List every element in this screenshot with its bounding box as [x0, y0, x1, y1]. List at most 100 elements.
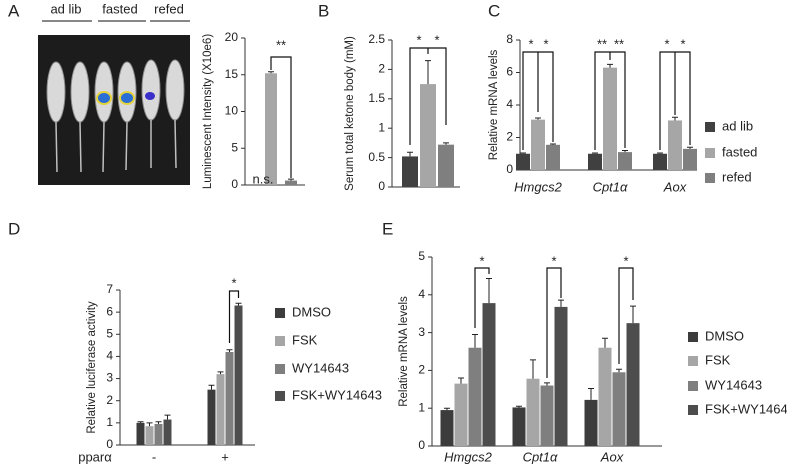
y-tick-label: 4: [506, 97, 513, 111]
error-bar: [217, 371, 224, 375]
annotation: **: [597, 36, 607, 51]
annotation: n.s.: [253, 171, 274, 186]
bar: [554, 306, 568, 446]
error-bar: [630, 305, 636, 324]
error-bar: [657, 152, 663, 154]
error-bar: [472, 333, 478, 348]
legend-label: DMSO: [292, 304, 331, 319]
y-tick-label: 4: [106, 349, 113, 363]
legend-swatch: [275, 336, 285, 346]
legend-label: refed: [722, 169, 752, 184]
legend-label: DMSO: [705, 328, 744, 343]
y-tick-label: 4: [418, 287, 425, 301]
y-tick-label: 2: [418, 363, 425, 377]
y-tick-label: 0: [506, 162, 513, 176]
bar: [285, 180, 297, 185]
error-bar: [288, 178, 294, 181]
error-bar: [592, 152, 598, 154]
error-bar: [558, 299, 564, 307]
error-bar: [550, 143, 556, 145]
x-tick-label: -: [152, 449, 156, 464]
error-bar: [425, 60, 431, 85]
bar: [440, 410, 454, 446]
x-tick-label: +: [221, 449, 229, 464]
panel: E Relative mRNA levels 0 1 2 3 4 5 Hmgcs2 Cpt1α Ao…: [382, 219, 787, 464]
y-tick-label: 8: [506, 32, 513, 46]
bar: [216, 374, 225, 445]
annotation: *: [680, 36, 685, 51]
annotation: *: [623, 253, 628, 268]
y-tick-label: 5: [231, 140, 238, 154]
significance-bracket: [594, 51, 626, 150]
y-tick-label: 6: [506, 65, 513, 79]
annotation: *: [528, 36, 533, 51]
y-tick-label: 5: [418, 249, 425, 263]
significance-bracket: [546, 267, 562, 378]
bar: [402, 156, 418, 187]
legend-swatch: [275, 308, 285, 318]
error-bar: [137, 421, 144, 423]
annotation: *: [664, 36, 669, 51]
error-bar: [588, 388, 594, 400]
legend-label: ad lib: [722, 118, 753, 133]
annotation: **: [614, 36, 624, 51]
bar: [163, 419, 172, 445]
panel: B Serum total ketone body (mM) 0 0.5 1 1.5 2 2.…: [318, 1, 460, 193]
bar: [603, 67, 617, 170]
legend-swatch: [688, 405, 698, 415]
error-bar: [407, 151, 413, 157]
bar: [626, 323, 640, 446]
bar: [136, 422, 145, 445]
annotation: *: [416, 32, 421, 47]
legend-swatch: [705, 122, 715, 132]
panel-letter: E: [382, 219, 393, 238]
significance-bracket: [409, 47, 447, 145]
legend-swatch: [275, 391, 285, 401]
y-tick-label: 3: [418, 325, 425, 339]
legend-label: fasted: [722, 144, 757, 159]
error-bar: [607, 63, 613, 68]
x-tick-label: Hmgcs2: [444, 449, 492, 464]
error-bar: [226, 349, 233, 352]
bar: [454, 383, 468, 446]
annotation: *: [543, 36, 548, 51]
image-label: fasted: [102, 1, 137, 16]
annotation: *: [479, 253, 484, 268]
legend-swatch: [688, 356, 698, 366]
panel-letter: C: [488, 1, 500, 20]
legend-label: FSK: [705, 352, 731, 367]
error-bar: [146, 422, 153, 427]
x-tick-label: Cpt1α: [593, 179, 628, 194]
bar: [531, 119, 545, 170]
legend-label: FSK+WY14643: [292, 387, 382, 402]
bar: [612, 372, 626, 446]
error-bar: [208, 384, 215, 390]
legend-label: WY14643: [292, 360, 349, 375]
y-tick-label: 0: [106, 437, 113, 451]
y-axis-label: Relative mRNA levels: [398, 296, 410, 407]
y-tick-label: 10: [225, 104, 239, 118]
annotation: *: [231, 275, 236, 290]
error-bar: [520, 152, 526, 154]
y-tick-label: 5: [106, 326, 113, 340]
bar: [468, 347, 482, 446]
bar: [653, 153, 667, 170]
x-tick-label: Cpt1α: [523, 449, 558, 464]
error-bar: [535, 117, 541, 120]
legend-swatch: [688, 381, 698, 391]
significance-bracket: [270, 56, 292, 178]
panel: C Relative mRNA levels 0 2 4 6 8 Hmgcs2 Cpt1α Aox…: [488, 1, 757, 194]
error-bar: [687, 146, 693, 149]
bar: [512, 407, 526, 446]
error-bar: [672, 116, 678, 121]
y-tick-label: 2.5: [368, 32, 385, 46]
annotation: *: [434, 32, 439, 47]
error-bar: [443, 142, 449, 145]
bar: [526, 378, 540, 446]
x-axis-label: pparα: [78, 449, 112, 464]
y-axis-label: Luminescent Intensity (X10e6): [202, 34, 214, 190]
y-tick-label: 1: [106, 415, 113, 429]
panel-letter: A: [8, 1, 20, 20]
significance-bracket: [474, 267, 490, 328]
legend-swatch: [705, 148, 715, 158]
